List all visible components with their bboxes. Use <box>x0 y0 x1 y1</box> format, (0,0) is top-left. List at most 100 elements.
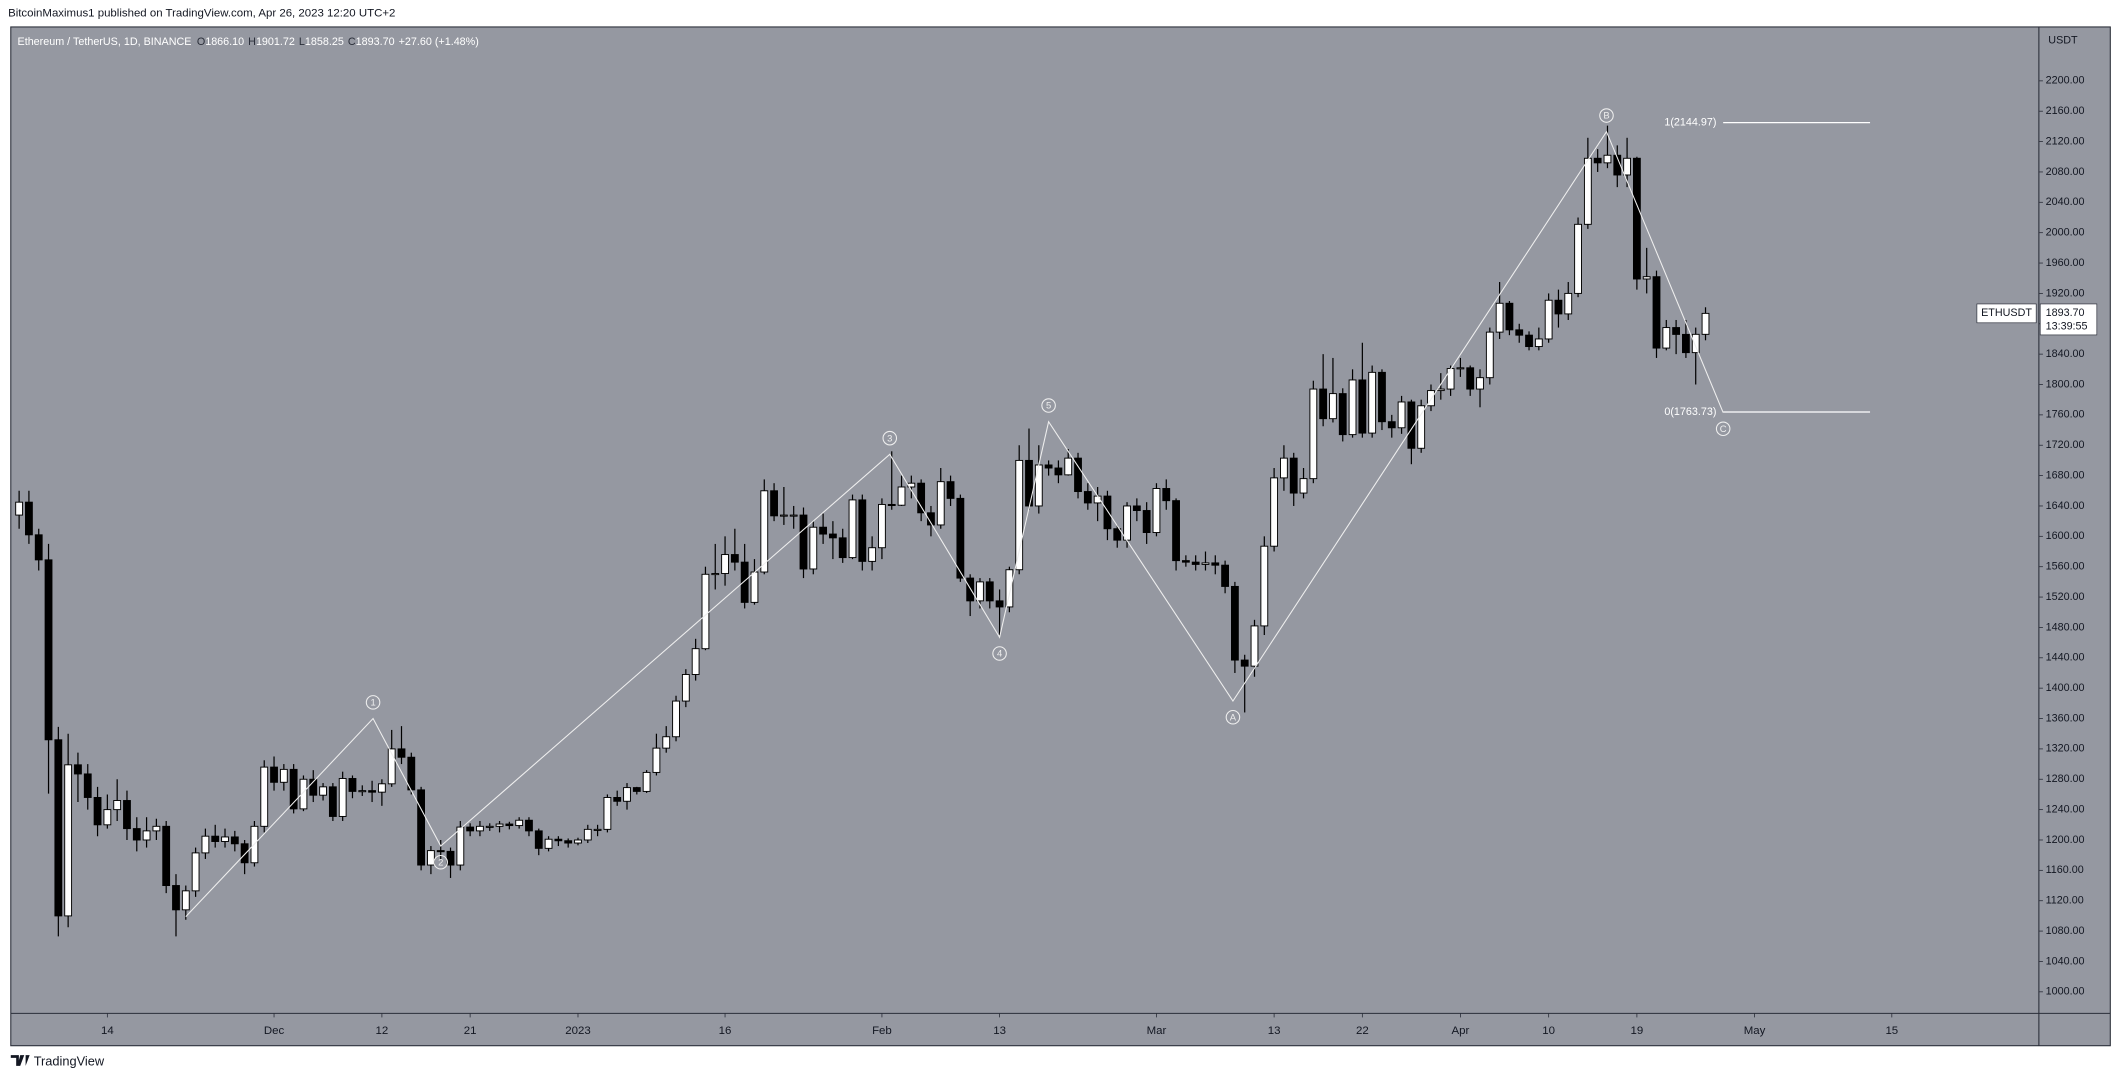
candle-body <box>1260 545 1269 627</box>
symbol-legend: Ethereum / TetherUS, 1D, BINANCE O1866.10… <box>18 36 479 48</box>
candle-body <box>819 526 828 535</box>
candle-body <box>495 823 504 827</box>
y-tick-label: 2120.00 <box>2046 135 2085 147</box>
candle-body <box>417 789 426 866</box>
candle-body <box>1642 276 1651 280</box>
x-tick-label: 22 <box>1356 1025 1369 1037</box>
wave-label: A <box>1230 711 1237 722</box>
candle-body <box>1074 457 1082 493</box>
legend-change: +27.60 (+1.48%) <box>399 36 479 48</box>
candle-body <box>1299 478 1308 494</box>
candle-body <box>505 823 514 827</box>
candle-body <box>789 514 798 517</box>
chart-frame <box>10 26 2111 1047</box>
candle-body <box>348 778 357 792</box>
candle-body <box>1054 467 1063 476</box>
candle-body <box>829 533 837 539</box>
candle-body <box>15 501 24 516</box>
candle-body <box>44 559 53 741</box>
candle-body <box>1005 569 1014 608</box>
candle-body <box>338 778 347 817</box>
candle-body <box>387 748 396 785</box>
candle-body <box>456 826 465 866</box>
candle-body <box>1427 390 1435 407</box>
candle-body <box>476 825 484 832</box>
candle-body <box>574 839 582 844</box>
candle-body <box>1387 421 1396 429</box>
candle-body <box>1495 302 1504 333</box>
candle-body <box>1603 154 1612 164</box>
x-tick-label: Dec <box>264 1025 285 1037</box>
candle-body <box>1015 459 1024 571</box>
candle-body <box>397 748 406 758</box>
candle-body <box>1505 302 1514 331</box>
price-tag-box <box>2039 303 2098 336</box>
legend-key: L <box>299 36 305 48</box>
candle-body <box>1162 488 1171 502</box>
candle-body <box>1701 312 1710 335</box>
legend-key: O <box>197 36 205 48</box>
candle-body <box>623 787 631 802</box>
candle-body <box>936 481 945 526</box>
y-tick-label: 2080.00 <box>2046 166 2085 178</box>
candle-body <box>642 771 651 792</box>
candle-body <box>760 490 769 573</box>
candle-body <box>887 503 896 506</box>
candle-body <box>162 825 171 887</box>
candle-body <box>1544 299 1553 340</box>
candle-body <box>1515 329 1524 336</box>
candle-body <box>721 554 729 575</box>
y-tick-label: 1280.00 <box>2046 773 2085 785</box>
candle-body <box>848 499 857 559</box>
y-tick-label: 1840.00 <box>2046 348 2085 360</box>
candle-body <box>1083 491 1092 504</box>
y-tick-label: 1320.00 <box>2046 743 2085 755</box>
candle-body <box>868 547 877 562</box>
candle-body <box>1476 377 1484 390</box>
candle-body <box>319 786 327 796</box>
candle-body <box>1662 327 1671 349</box>
candle-body <box>113 800 122 811</box>
y-tick-label: 1800.00 <box>2046 378 2085 390</box>
candle-body <box>995 600 1004 608</box>
candle-body <box>1534 338 1543 348</box>
candle-body <box>1289 457 1298 494</box>
candle-body <box>358 790 367 793</box>
legend-value: 1901.72 <box>256 36 295 48</box>
legend-value: 1858.25 <box>305 36 344 48</box>
plot-pane: 1 2 3 4 5 A B C 1(2144.97) 0(1763.73) <box>15 108 1871 937</box>
candle-body <box>897 486 906 506</box>
candle-body <box>603 797 612 830</box>
candle-body <box>809 526 818 570</box>
y-tick-label: 1480.00 <box>2046 621 2085 633</box>
price-tag: 1893.70 <box>2046 307 2085 319</box>
candle-body <box>1583 157 1592 225</box>
wave-label-circle <box>1041 398 1056 413</box>
candle-body <box>93 797 102 826</box>
wave-label-circle <box>365 695 381 710</box>
candle-body <box>1593 157 1602 164</box>
candle-body <box>1456 367 1465 370</box>
publish-header: BitcoinMaximus1 published on TradingView… <box>8 8 395 20</box>
candle-body <box>956 497 965 579</box>
candle-body <box>436 850 445 853</box>
candle-body <box>1034 464 1043 507</box>
y-tick-label: 1240.00 <box>2046 803 2085 815</box>
candle-body <box>927 512 935 526</box>
candle-body <box>427 850 435 866</box>
candle-body <box>74 764 82 775</box>
candle-body <box>260 766 269 827</box>
x-tick-label: 12 <box>376 1025 389 1037</box>
candle-body <box>1574 223 1582 294</box>
y-tick-label: 2040.00 <box>2046 196 2085 208</box>
candle-body <box>564 840 573 844</box>
wave-label-circle <box>1225 709 1241 725</box>
candle-body <box>799 514 808 570</box>
wave-label: 1 <box>370 697 375 708</box>
candle-body <box>1554 299 1563 315</box>
wave-label: 2 <box>438 856 443 867</box>
candle-body <box>1240 659 1249 667</box>
y-tick-label: 1600.00 <box>2046 530 2085 542</box>
wave-label: 4 <box>997 648 1002 659</box>
